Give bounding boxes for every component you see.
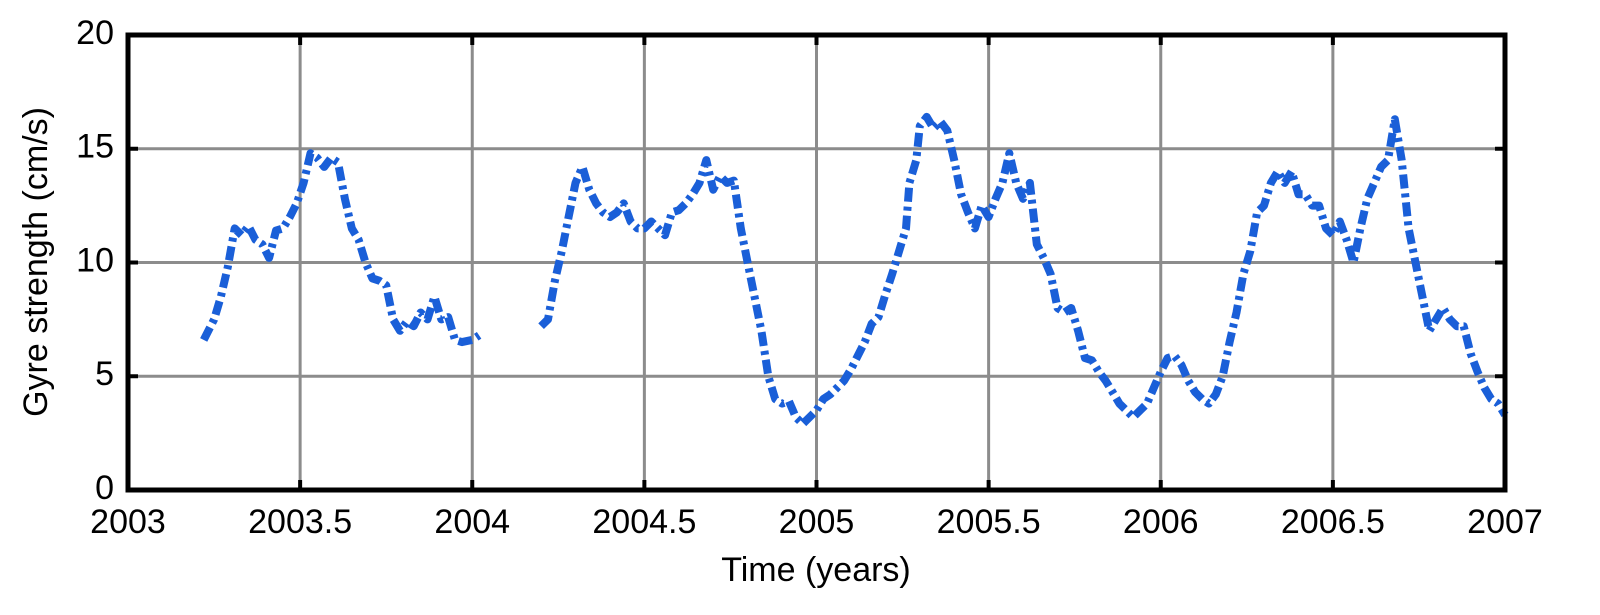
- x-tick-label: 2006: [1123, 503, 1199, 541]
- x-tick-label: 2007: [1467, 503, 1543, 541]
- y-tick-label: 20: [76, 14, 114, 52]
- y-axis-label: Gyre strength (cm/s): [17, 107, 55, 417]
- x-tick-label: 2004: [434, 503, 510, 541]
- y-tick-label: 15: [76, 128, 114, 166]
- x-tick-label: 2006.5: [1281, 503, 1385, 541]
- x-tick-label: 2005.5: [937, 503, 1041, 541]
- x-tick-label: 2003.5: [248, 503, 352, 541]
- x-tick-label: 2004.5: [592, 503, 696, 541]
- x-axis-label: Time (years): [721, 551, 911, 589]
- y-tick-label: 0: [95, 469, 114, 507]
- x-tick-label: 2005: [779, 503, 855, 541]
- y-tick-label: 10: [76, 241, 114, 279]
- x-tick-label: 2003: [90, 503, 166, 541]
- plot-frame: [125, 32, 1508, 493]
- data-line: [200, 112, 1509, 428]
- y-tick-label: 5: [95, 355, 114, 393]
